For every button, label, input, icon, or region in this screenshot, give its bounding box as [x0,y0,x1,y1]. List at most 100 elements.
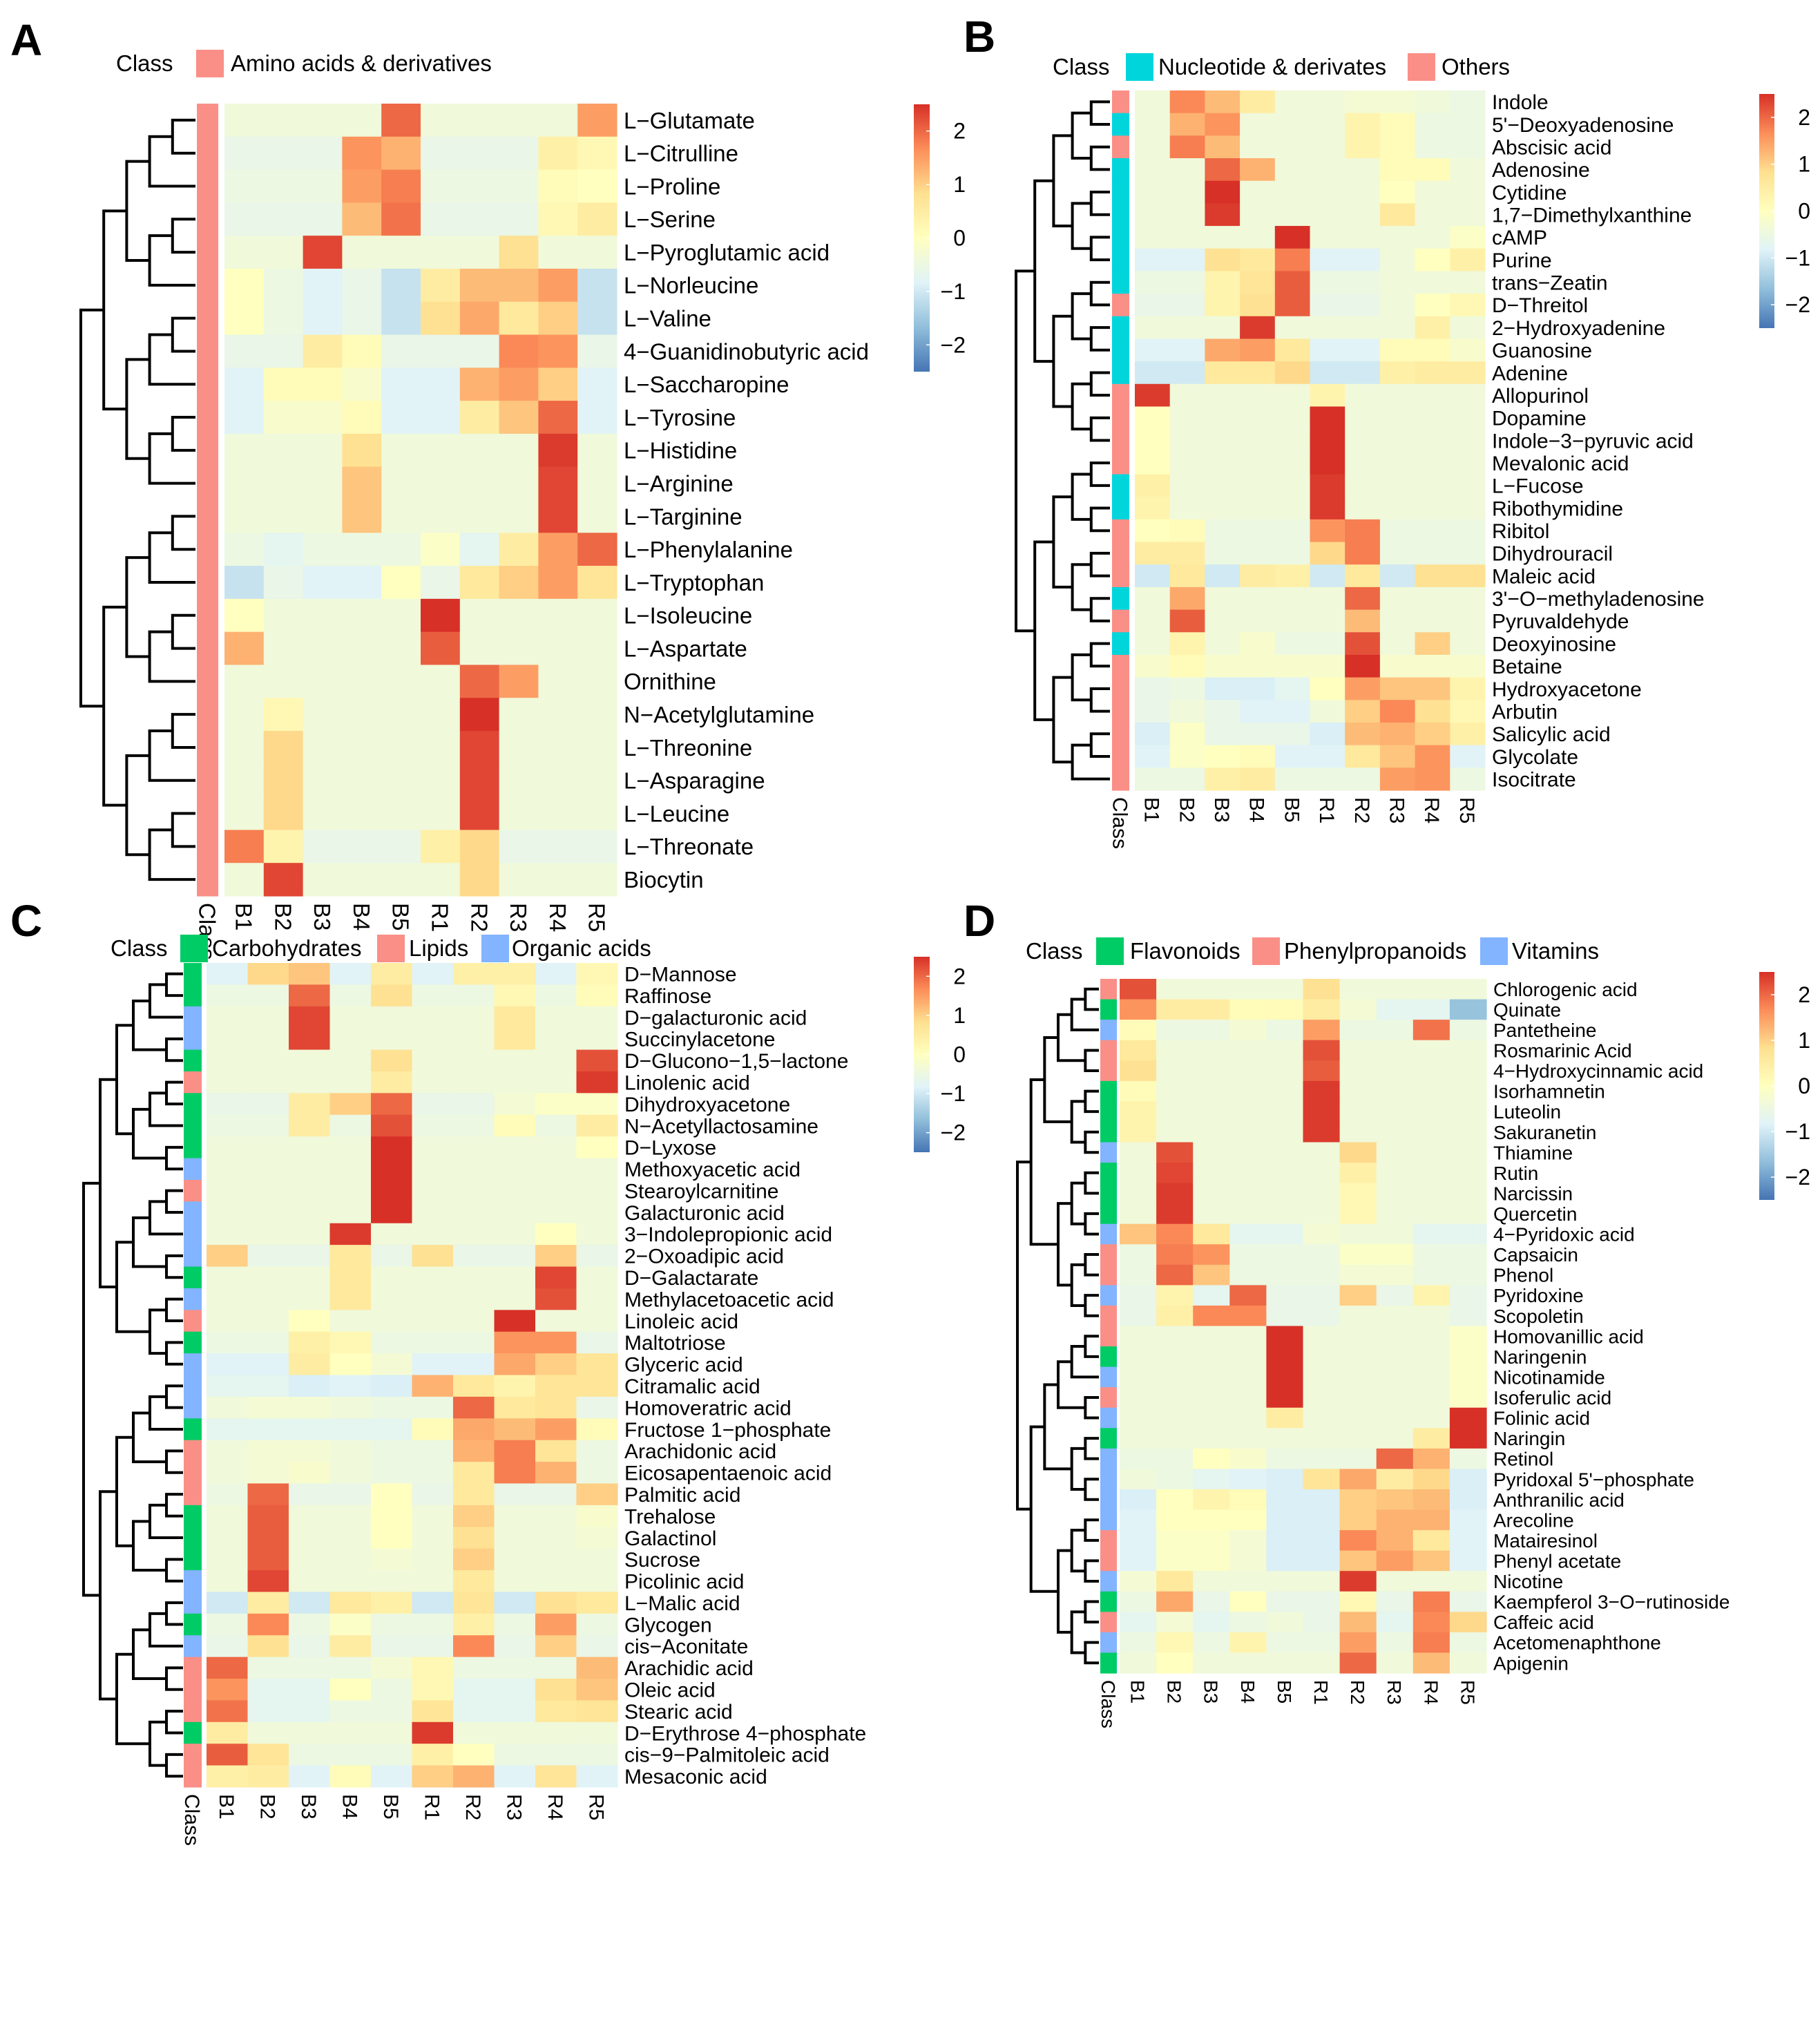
dendrogram-branch [1070,1447,1086,1491]
heatmap-cell [247,1440,289,1462]
heatmap-cell [1229,1612,1267,1633]
heatmap-cell [1120,1183,1157,1204]
heatmap-cell [459,104,500,137]
heatmap-cell [412,1245,454,1268]
heatmap-cell [1412,1448,1450,1470]
class-legend: Class Flavonoids Phenylpropanoids Vitamins [1026,937,1599,965]
class-cell [1100,1469,1117,1490]
heatmap-cell [412,1548,454,1571]
heatmap-cell [1120,1346,1157,1368]
column-label: R5 [584,903,610,932]
heatmap-cell [342,334,382,368]
colorbar-gradient [1759,972,1774,1200]
heatmap-cell [535,1635,577,1658]
heatmap-cell [224,401,265,435]
heatmap-cell [576,1570,618,1593]
heatmap-cell [1345,767,1381,791]
heatmap-cell [381,631,421,666]
row-label: Ribothymidine [1492,497,1623,520]
heatmap-cell [1450,135,1486,159]
class-cell [184,1028,202,1051]
heatmap-cell [494,1223,536,1245]
class-column-label: Class [1098,1680,1119,1728]
heatmap-cell [263,796,304,831]
heatmap-cell [412,1440,454,1462]
heatmap-cell [453,1613,495,1636]
heatmap-cell [1345,271,1381,294]
heatmap-cell [381,236,421,269]
class-annotation-bar [184,963,202,1788]
dendrogram-branch [165,1710,183,1735]
heatmap-cell [1135,135,1171,159]
heatmap-cell [1379,406,1416,430]
column-label: R2 [1347,1680,1368,1705]
row-label: Naringenin [1493,1346,1587,1368]
heatmap-cell [535,1201,577,1224]
heatmap-cell [329,984,372,1007]
class-cell [1112,383,1129,408]
heatmap-cell [381,202,421,236]
heatmap-cell [1135,632,1171,656]
heatmap-cell [1135,158,1171,182]
row-label: 4−Guanidinobutyric acid [624,338,869,364]
heatmap-cell [412,963,454,985]
colorbar-tick-label: 0 [953,226,966,251]
heatmap-cell [535,1548,577,1571]
heatmap-cell [1379,451,1416,475]
heatmap-cell [576,1700,618,1723]
class-cell [184,1158,202,1181]
column-label: B1 [215,1794,238,1820]
heatmap-cell [1229,979,1267,1000]
heatmap-cell [1379,226,1416,249]
heatmap-cell [1205,203,1241,227]
heatmap-cell [1376,1612,1414,1633]
heatmap-cell [1449,1366,1487,1388]
row-label: Glycogen [624,1614,712,1636]
class-cell [184,1570,202,1593]
heatmap-cell [1240,294,1276,317]
heatmap-cell [1169,203,1205,227]
heatmap-cell [289,1744,331,1766]
heatmap-cell [207,1136,249,1159]
heatmap-cell [247,963,289,985]
heatmap-cell [494,1396,536,1419]
heatmap-cell [371,1592,413,1614]
heatmap-cell [412,1396,454,1419]
heatmap-cell [1120,1652,1157,1674]
heatmap-cell [1274,294,1311,317]
column-label: R2 [461,1794,484,1820]
dendrogram-branch [148,729,195,782]
heatmap-cell [1310,609,1345,633]
heatmap-cell [263,631,304,666]
heatmap-cell [1415,497,1450,520]
heatmap-cell [538,301,578,336]
row-label: Retinol [1493,1449,1553,1470]
heatmap-cell [453,1592,495,1614]
heatmap-cell [381,301,421,336]
heatmap-cell [207,1570,249,1593]
heatmap-cell [1449,1489,1487,1511]
heatmap-cell [381,104,421,137]
column-label: B4 [1237,1680,1258,1703]
dendrogram-branch [125,160,150,263]
heatmap-cell [381,533,421,566]
heatmap-cell [371,1440,413,1462]
heatmap-cell [1156,1509,1194,1531]
heatmap-cell [1450,609,1486,633]
dendrogram-branch [165,1341,183,1366]
heatmap-cell [263,401,304,435]
row-label: Phenyl acetate [1493,1551,1621,1572]
heatmap-cell [459,499,500,533]
class-cell [184,1114,202,1137]
column-label: R5 [1457,1680,1478,1705]
heatmap-cell [1169,451,1205,475]
heatmap-cell [494,1006,536,1029]
heatmap-cell [1303,1550,1341,1572]
heatmap-cell [535,1245,577,1268]
heatmap-cell [329,1028,372,1051]
dendrogram-branch [165,1666,183,1691]
dendrogram-branch [132,1411,166,1464]
heatmap-cell [1303,1183,1341,1204]
heatmap-cell [1376,1509,1414,1531]
row-label: L−Fucose [1492,475,1584,498]
